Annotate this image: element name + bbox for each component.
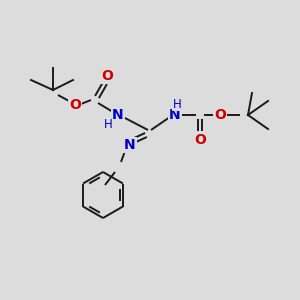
Text: N: N <box>112 108 124 122</box>
Text: O: O <box>69 98 81 112</box>
Text: N: N <box>124 138 136 152</box>
Text: H: H <box>103 118 112 130</box>
Text: O: O <box>194 133 206 147</box>
Text: H: H <box>172 98 182 110</box>
Text: O: O <box>214 108 226 122</box>
Text: O: O <box>101 69 113 83</box>
Text: N: N <box>169 108 181 122</box>
